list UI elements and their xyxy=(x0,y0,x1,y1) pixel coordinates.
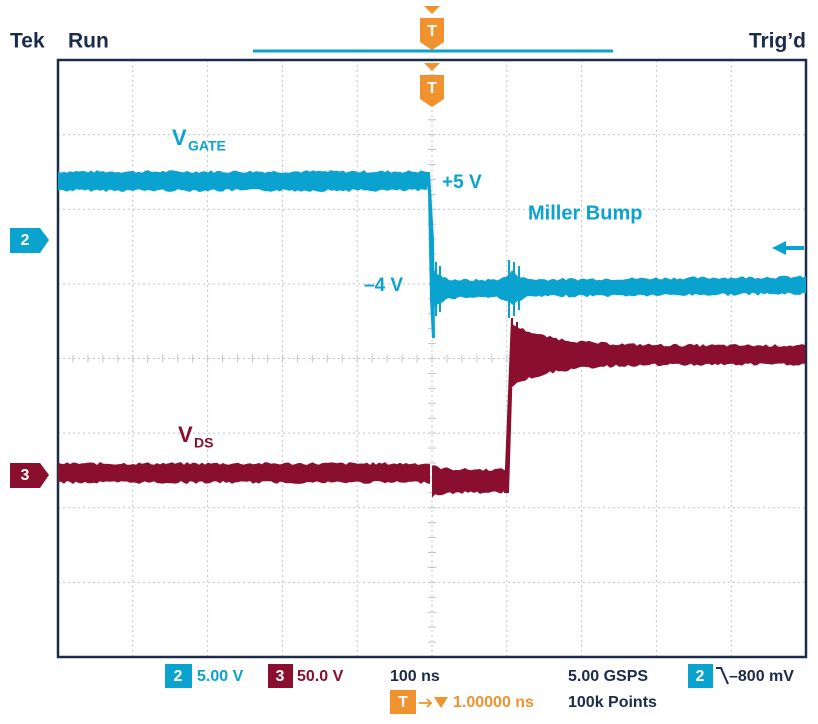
brand: Tek xyxy=(10,30,45,53)
trigger-delay-badge xyxy=(390,690,416,714)
trigger-source: 2 xyxy=(696,668,705,685)
gate-fall xyxy=(425,172,435,338)
miller-label: Miller Bump xyxy=(528,202,642,224)
trigger-marker: T xyxy=(427,23,437,40)
trigger-source-badge xyxy=(688,664,713,688)
ch2-badge-label: 2 xyxy=(174,668,183,685)
trigger-level: –800 mV xyxy=(729,668,794,685)
waveform-band xyxy=(432,465,507,498)
sample-rate: 5.00 GSPS xyxy=(568,668,648,685)
ch3-marker-label: 3 xyxy=(21,467,30,484)
trigger-delay-badge-label: T xyxy=(398,694,408,711)
waveform-band xyxy=(58,170,427,192)
minus4-label: –4 V xyxy=(364,275,403,296)
vgate-label: V xyxy=(172,125,187,150)
screen-border xyxy=(56,58,808,659)
timebase: 100 ns xyxy=(390,668,440,685)
trigger-position xyxy=(420,75,444,107)
vds-subscript: DS xyxy=(194,435,213,451)
ch3-scale: 50.0 V xyxy=(297,668,344,685)
trigger-position xyxy=(420,18,444,50)
vgate-subscript: GATE xyxy=(188,138,226,154)
trigger-marker: T xyxy=(427,80,437,97)
waveform-band xyxy=(58,462,430,484)
ch2-marker xyxy=(10,228,49,253)
trigger-delay: 1.00000 ns xyxy=(453,694,534,711)
vds-label: V xyxy=(178,422,193,447)
waveform-band xyxy=(434,269,806,308)
trigger-level-marker xyxy=(772,241,804,255)
ch2-marker-label: 2 xyxy=(21,232,30,249)
record-length: 100k Points xyxy=(568,694,657,711)
trigger-arrow xyxy=(424,6,440,14)
ch3-marker xyxy=(10,463,49,488)
trigger-status: Trig’d xyxy=(749,30,806,53)
ch3-badge-label: 3 xyxy=(276,668,285,685)
waveform-band xyxy=(511,322,805,388)
waveforms xyxy=(58,170,806,498)
trigger-arrow xyxy=(424,63,440,71)
run-state: Run xyxy=(68,30,109,53)
ch2-scale: 5.00 V xyxy=(197,668,244,685)
falling-edge-icon xyxy=(716,667,729,685)
ch3-badge xyxy=(268,664,293,688)
delay-triangle xyxy=(434,697,448,708)
delay-arrow xyxy=(419,698,433,708)
plus5-label: +5 V xyxy=(442,172,482,193)
ch2-badge xyxy=(165,664,192,688)
